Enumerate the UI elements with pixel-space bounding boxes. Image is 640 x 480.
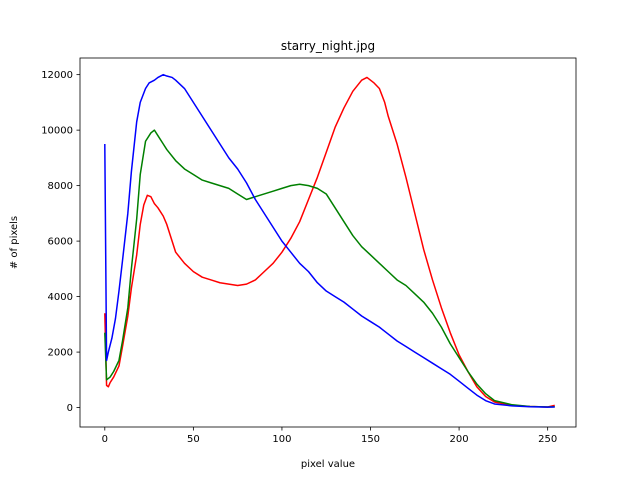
chart-title: starry_night.jpg bbox=[281, 39, 375, 53]
x-tick-label: 100 bbox=[272, 434, 291, 445]
x-tick-label: 0 bbox=[102, 434, 108, 445]
series-line-2 bbox=[104, 73, 555, 408]
x-tick-label: 150 bbox=[361, 434, 380, 445]
series-line-1 bbox=[104, 129, 555, 408]
x-tick-label: 50 bbox=[187, 434, 200, 445]
y-tick-label: 2000 bbox=[48, 348, 73, 359]
y-tick-label: 8000 bbox=[48, 181, 73, 192]
y-tick-label: 10000 bbox=[41, 126, 73, 137]
y-axis-label: # of pixels bbox=[9, 216, 20, 269]
x-axis-ticks: 0 50 100 150 200 250 bbox=[102, 427, 557, 445]
x-axis-label: pixel value bbox=[301, 459, 355, 470]
x-tick-label: 250 bbox=[538, 434, 557, 445]
series-layer bbox=[104, 73, 555, 408]
series-line-0 bbox=[104, 76, 555, 408]
y-tick-label: 4000 bbox=[48, 292, 73, 303]
y-tick-label: 6000 bbox=[48, 237, 73, 248]
y-tick-label: 12000 bbox=[41, 70, 73, 81]
axes-frame bbox=[79, 57, 577, 428]
y-tick-label: 0 bbox=[67, 403, 73, 414]
y-axis-ticks: 0 2000 4000 6000 8000 10000 12000 bbox=[41, 70, 80, 414]
x-tick-label: 200 bbox=[450, 434, 469, 445]
